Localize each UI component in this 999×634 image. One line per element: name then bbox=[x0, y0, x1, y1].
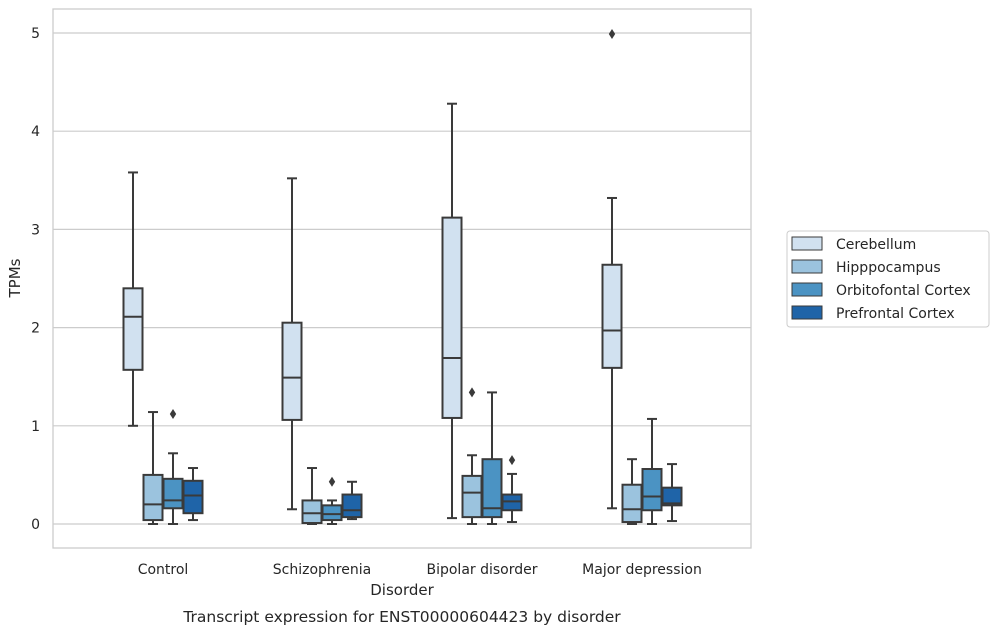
box-group bbox=[481, 391, 503, 525]
box-iqr bbox=[441, 216, 463, 419]
box-group bbox=[341, 480, 363, 521]
box-iqr bbox=[122, 287, 144, 371]
box-iqr bbox=[481, 458, 503, 519]
outlier-point bbox=[608, 28, 616, 39]
outlier-point bbox=[468, 387, 476, 398]
box-group bbox=[321, 476, 343, 525]
y-tick-label: 3 bbox=[31, 222, 40, 238]
x-tick-labels: Control Schizophrenia Bipolar disorder Majo… bbox=[138, 562, 702, 578]
y-tick-label: 2 bbox=[31, 321, 40, 337]
box-iqr bbox=[661, 486, 683, 507]
box-iqr bbox=[162, 477, 184, 510]
box-group bbox=[142, 411, 164, 525]
box-iqr bbox=[182, 479, 204, 515]
gridlines bbox=[53, 32, 751, 525]
box-group bbox=[441, 102, 463, 520]
box-group bbox=[621, 458, 643, 525]
x-axis-label: Disorder bbox=[370, 581, 434, 599]
box-group bbox=[641, 417, 663, 525]
legend-swatch bbox=[791, 305, 823, 320]
y-axis-label: TPMs bbox=[6, 258, 24, 298]
outlier-point bbox=[328, 476, 336, 487]
y-tick-label: 0 bbox=[31, 517, 40, 533]
outlier-point bbox=[169, 409, 177, 420]
y-tick-labels: 0 1 2 3 4 5 bbox=[31, 26, 40, 533]
box-iqr bbox=[142, 473, 164, 522]
box-group bbox=[122, 171, 144, 427]
plot-frame bbox=[52, 8, 752, 549]
box-group bbox=[461, 387, 483, 525]
x-tick-label: Bipolar disorder bbox=[426, 562, 537, 578]
outlier-point bbox=[508, 455, 516, 466]
x-tick-label: Schizophrenia bbox=[273, 562, 371, 578]
legend-swatch bbox=[791, 236, 823, 251]
box-iqr bbox=[621, 483, 643, 524]
box-iqr bbox=[341, 493, 363, 519]
box-iqr bbox=[641, 468, 663, 512]
legend-label: Hipppocampus bbox=[836, 260, 941, 276]
box-iqr bbox=[461, 474, 483, 519]
y-tick-label: 5 bbox=[31, 26, 40, 42]
box-group bbox=[661, 463, 683, 523]
y-tick-label: 1 bbox=[31, 419, 40, 435]
x-tick-label: Control bbox=[138, 562, 189, 578]
legend-label: Orbitofontal Cortex bbox=[836, 283, 971, 299]
box-iqr bbox=[321, 504, 343, 522]
legend-swatch bbox=[791, 282, 823, 297]
box-iqr bbox=[281, 321, 303, 421]
y-tick-label: 4 bbox=[31, 124, 40, 140]
legend-swatch bbox=[791, 259, 823, 274]
box-group bbox=[501, 455, 523, 524]
boxes bbox=[122, 28, 683, 525]
legend-label: Cerebellum bbox=[836, 237, 916, 253]
legend: Cerebellum Hipppocampus Orbitofontal Corte… bbox=[786, 230, 990, 328]
chart-caption: Transcript expression for ENST0000060442… bbox=[182, 608, 621, 626]
box-iqr bbox=[301, 499, 323, 525]
box-group bbox=[281, 177, 303, 511]
box-group bbox=[301, 467, 323, 525]
legend-label: Prefrontal Cortex bbox=[836, 306, 955, 322]
x-tick-label: Major depression bbox=[582, 562, 702, 578]
box-group bbox=[601, 28, 623, 510]
box-iqr bbox=[601, 263, 623, 369]
box-group bbox=[182, 467, 204, 522]
